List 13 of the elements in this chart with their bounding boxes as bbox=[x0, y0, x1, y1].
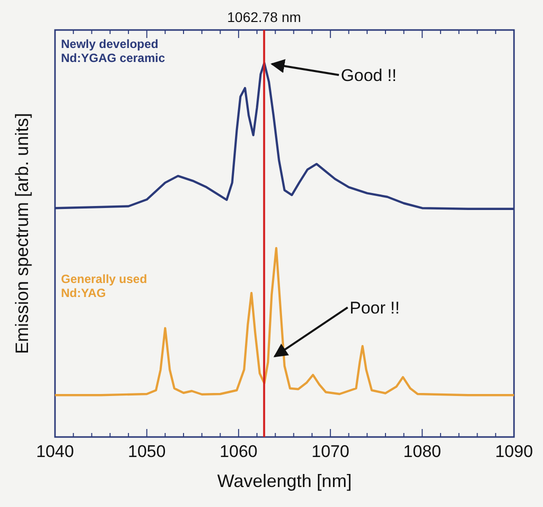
x-tick-label: 1050 bbox=[128, 442, 166, 461]
x-axis-title: Wavelength [nm] bbox=[217, 471, 352, 491]
x-tick-label: 1090 bbox=[495, 442, 533, 461]
y-axis-title: Emission spectrum [arb. units] bbox=[12, 112, 32, 354]
ref-line-label: 1062.78 nm bbox=[227, 9, 302, 25]
annotation: Good !! bbox=[340, 66, 397, 85]
text: Generally used Nd:YAG bbox=[61, 272, 148, 300]
x-tick-label: 1080 bbox=[403, 442, 442, 461]
x-tick-label: 1060 bbox=[220, 442, 258, 461]
x-tick-label: 1070 bbox=[311, 442, 350, 461]
x-tick-label: 1040 bbox=[36, 442, 74, 461]
legend-label: Newly developed Nd:YGAG ceramic bbox=[61, 37, 166, 66]
annotation: Poor !! bbox=[350, 298, 400, 318]
